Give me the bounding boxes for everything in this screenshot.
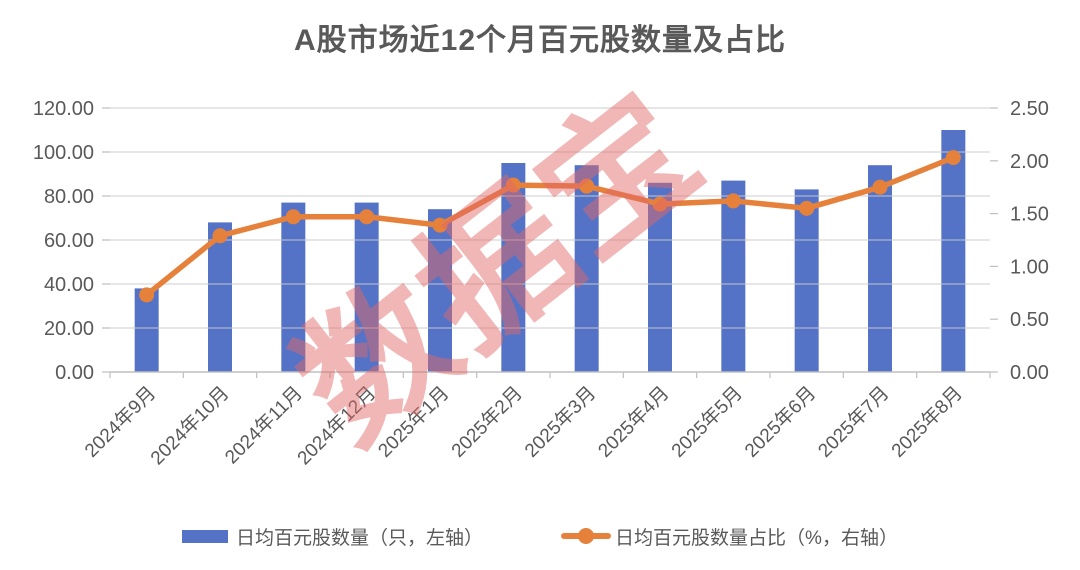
line-marker — [725, 193, 741, 209]
x-axis-label: 2025年6月 — [740, 382, 820, 462]
line-series-swatch-icon — [561, 528, 612, 544]
line-marker — [652, 196, 668, 212]
bar — [648, 182, 672, 372]
bar — [794, 189, 819, 372]
x-axis: 2024年9月2024年10月2024年11月2024年12月2025年1月20… — [80, 371, 991, 469]
bar-series — [134, 130, 966, 372]
line-marker — [872, 179, 888, 195]
line-marker — [505, 177, 521, 193]
left-axis: 0.00 20.00 40.00 60.00 80.00 100.00 120.00 — [33, 98, 110, 384]
left-axis-label: 40.00 — [44, 274, 94, 296]
x-axis-label: 2025年4月 — [594, 382, 674, 462]
line-marker — [139, 287, 155, 303]
right-axis-label: 2.00 — [1010, 151, 1049, 173]
legend-label-bar-series: 日均百元股数量（只，左轴） — [236, 527, 484, 549]
bar — [281, 202, 306, 372]
bar — [574, 165, 599, 372]
right-axis: 0.00 0.50 1.00 1.50 2.00 2.50 — [990, 98, 1049, 384]
line-series — [139, 150, 961, 303]
x-axis-label: 2025年3月 — [520, 382, 600, 462]
line-marker — [945, 150, 961, 166]
x-axis-label: 2025年5月 — [667, 382, 747, 462]
line-path — [143, 154, 957, 298]
left-axis-label: 20.00 — [44, 318, 94, 340]
bar — [501, 163, 526, 372]
bar — [208, 222, 232, 372]
line-marker — [799, 200, 815, 216]
x-axis-label: 2024年9月 — [80, 382, 160, 462]
line-marker — [212, 228, 228, 244]
left-axis-label: 0.00 — [55, 362, 94, 384]
bar — [941, 130, 966, 372]
left-axis-label: 80.00 — [44, 186, 94, 208]
left-axis-label: 100.00 — [33, 142, 94, 164]
x-axis-label: 2024年12月 — [293, 382, 380, 469]
bar — [868, 165, 892, 372]
bar-series-swatch-icon — [182, 529, 229, 543]
right-axis-label: 0.50 — [1010, 309, 1049, 331]
line-marker — [579, 178, 595, 194]
line-marker — [359, 209, 375, 225]
right-axis-label: 1.00 — [1010, 256, 1049, 278]
x-axis-label: 2024年10月 — [146, 382, 233, 469]
chart-title: A股市场近12个月百元股数量及占比 — [293, 24, 787, 57]
left-axis-label: 60.00 — [44, 230, 94, 252]
legend-label-line-series: 日均百元股数量占比（%，右轴） — [615, 527, 898, 549]
right-axis-label: 1.50 — [1010, 204, 1049, 226]
right-axis-label: 0.00 — [1010, 362, 1049, 384]
gridlines — [110, 107, 990, 329]
line-marker — [285, 209, 301, 225]
legend-item-line-series: 日均百元股数量占比（%，右轴） — [561, 523, 898, 550]
legend-item-bar-series: 日均百元股数量（只，左轴） — [182, 523, 483, 550]
bar — [721, 180, 746, 372]
right-axis-label: 2.50 — [1010, 98, 1049, 120]
x-axis-label: 2025年8月 — [887, 382, 967, 462]
line-marker — [432, 217, 448, 233]
bar — [354, 202, 379, 372]
bar — [428, 209, 452, 372]
line-marker-dot-icon — [578, 528, 595, 544]
x-axis-label: 2025年2月 — [447, 382, 527, 462]
x-axis-label: 2025年1月 — [374, 382, 454, 462]
legend: 日均百元股数量（只，左轴） 日均百元股数量占比（%，右轴） — [0, 520, 1080, 552]
left-axis-label: 120.00 — [33, 98, 94, 120]
x-axis-label: 2025年7月 — [814, 382, 894, 462]
